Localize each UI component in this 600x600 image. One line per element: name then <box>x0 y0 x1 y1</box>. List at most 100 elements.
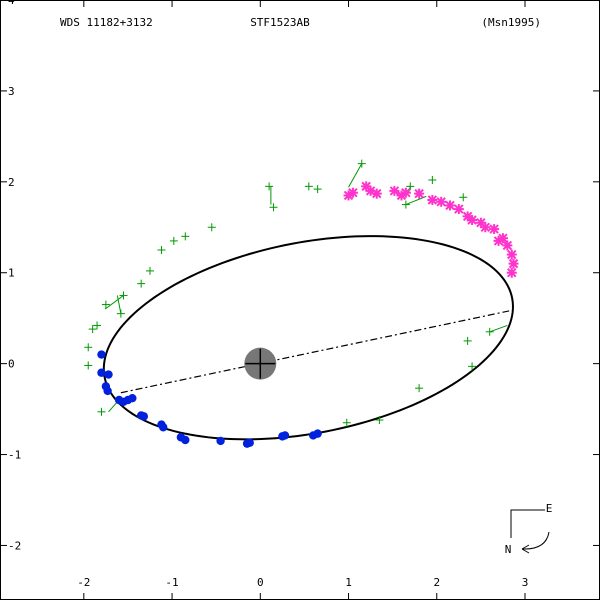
asterisk-point <box>489 224 500 235</box>
residual-line <box>348 163 363 188</box>
asterisk-point <box>506 249 517 260</box>
asterisk-point <box>502 240 513 251</box>
asterisk-stroke <box>489 224 499 234</box>
asterisk-point <box>480 222 491 233</box>
plus-point <box>84 343 93 352</box>
asterisk-point <box>414 188 425 199</box>
y-tick-label: 4 <box>8 0 15 7</box>
plus-point <box>157 246 166 254</box>
compass-axes <box>510 509 545 538</box>
y-tick-label: 2 <box>8 176 15 189</box>
speckle-point <box>313 429 322 438</box>
asterisk-point <box>361 181 372 192</box>
plus-point <box>459 193 468 202</box>
asterisk-stroke <box>467 215 477 225</box>
residual-line <box>108 401 118 413</box>
observation-points <box>84 159 519 448</box>
x-tick-label: -1 <box>165 576 178 589</box>
asterisk-stroke <box>372 188 382 199</box>
plus-point <box>84 361 93 370</box>
asterisk-stroke <box>462 211 473 222</box>
x-tick-label: -2 <box>77 576 90 589</box>
plus-point <box>401 200 410 209</box>
speckle-point <box>245 438 254 447</box>
x-tick-label: 3 <box>522 576 529 589</box>
plus-point <box>468 362 477 371</box>
plus-point <box>342 418 351 427</box>
asterisk-stroke <box>508 258 519 269</box>
compass-north-label: N <box>505 543 512 556</box>
plus-point <box>265 182 274 191</box>
plus-point <box>119 291 128 300</box>
plus-point <box>101 300 110 309</box>
asterisk-stroke <box>365 186 376 196</box>
plus-point <box>97 407 106 416</box>
asterisk-stroke <box>445 200 455 211</box>
asterisk-stroke <box>401 188 411 198</box>
asterisk-stroke <box>389 186 400 196</box>
residual-line <box>104 295 124 310</box>
header-reference: (Msn1995) <box>481 16 541 29</box>
plus-point <box>181 232 190 241</box>
y-tick-label: 3 <box>8 85 15 98</box>
y-tick-label: 0 <box>8 358 15 371</box>
tick-labels: -2 -1 0 1 2 3 -2 -1 0 1 2 3 4 <box>8 0 528 589</box>
plus-point <box>116 309 125 318</box>
y-tick-label: -1 <box>8 449 21 462</box>
asterisk-point <box>467 215 478 225</box>
plus-point <box>357 159 366 168</box>
plus-point <box>463 336 472 345</box>
header-system-name: STF1523AB <box>250 16 310 29</box>
plus-point <box>93 321 102 330</box>
speckle-point <box>103 386 112 396</box>
speckle-point <box>104 370 113 379</box>
asterisk-stroke <box>507 268 517 278</box>
asterisk-point <box>497 233 508 244</box>
asterisk-stroke <box>361 181 371 192</box>
speckle-point <box>128 393 137 403</box>
plus-point <box>415 384 424 393</box>
asterisk-stroke <box>507 249 517 260</box>
speckle-point <box>139 412 149 421</box>
line-of-nodes-path <box>120 310 510 394</box>
plus-point <box>406 182 415 191</box>
plus-point <box>207 223 216 232</box>
x-tick-label: 1 <box>345 576 352 589</box>
asterisk-point <box>347 187 358 198</box>
asterisk-stroke <box>414 188 424 199</box>
residual-line <box>489 324 508 333</box>
asterisk-point <box>475 217 486 228</box>
plus-point <box>269 203 278 212</box>
speckle-point <box>280 431 290 440</box>
compass: E N <box>505 502 553 556</box>
x-tick-label: 0 <box>257 576 264 589</box>
asterisk-point <box>436 196 447 207</box>
asterisk-point <box>427 195 438 205</box>
plus-point <box>146 266 154 275</box>
header-wds-id: WDS 11182+3132 <box>60 16 153 29</box>
asterisk-point <box>508 258 519 269</box>
asterisk-point <box>506 267 517 278</box>
compass-arrow-icon <box>521 544 530 554</box>
asterisk-stroke <box>498 233 508 243</box>
asterisk-stroke <box>502 240 513 251</box>
asterisk-stroke <box>476 218 486 228</box>
y-tick-label: -2 <box>8 539 21 552</box>
asterisk-stroke <box>454 204 464 214</box>
asterisk-stroke <box>348 188 358 198</box>
plus-point <box>375 416 384 424</box>
plus-point <box>485 327 494 336</box>
x-tick-label: 2 <box>433 576 440 589</box>
compass-east-label: E <box>546 502 553 515</box>
line-of-nodes <box>120 310 510 394</box>
primary-star <box>244 347 277 380</box>
speckle-point <box>159 423 168 432</box>
speckle-point <box>181 435 190 445</box>
speckle-point <box>97 368 106 377</box>
asterisk-point <box>400 187 411 198</box>
plus-point <box>88 325 97 334</box>
plus-point <box>169 236 178 245</box>
asterisk-stroke <box>480 222 491 232</box>
